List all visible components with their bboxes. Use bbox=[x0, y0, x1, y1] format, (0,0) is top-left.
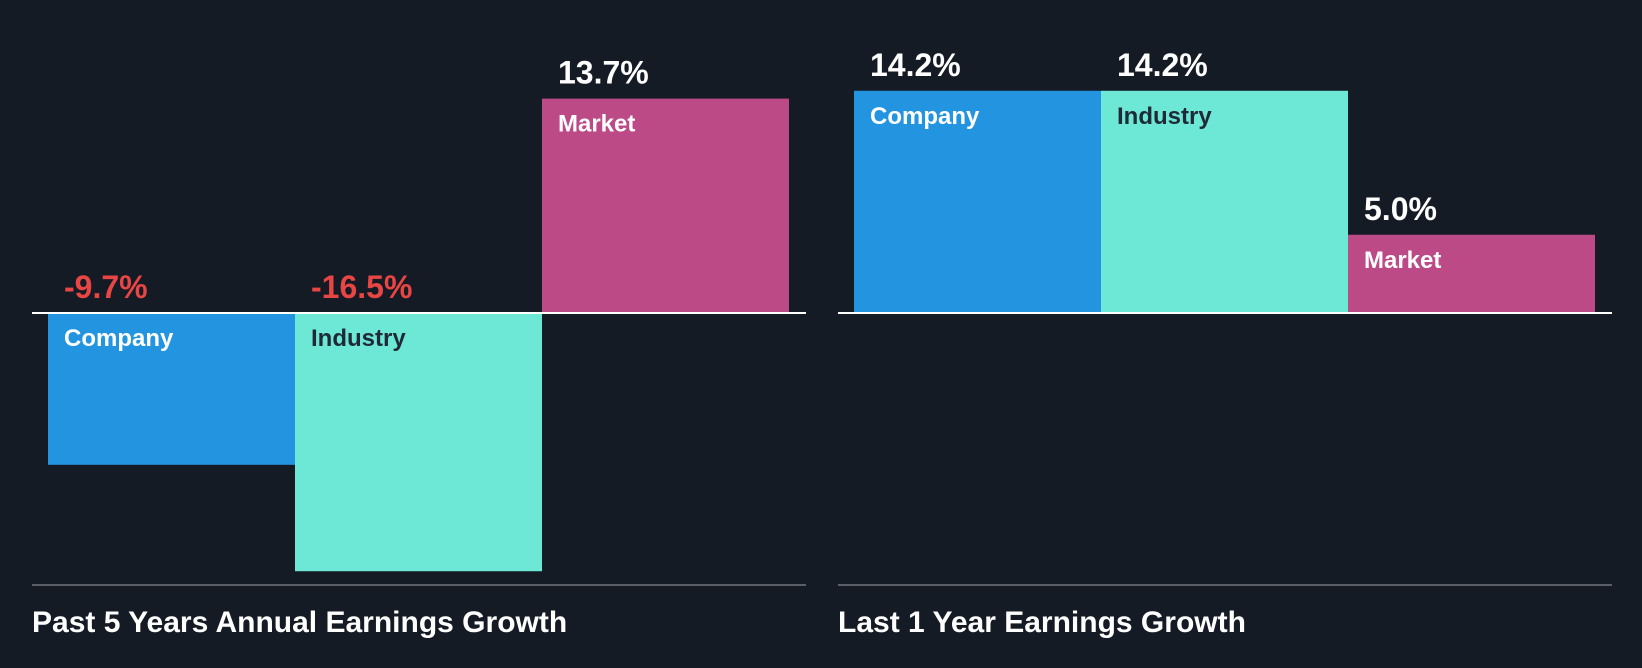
bar-chart-last-1-year: Company 14.2% Industry 14.2% Market 5.0% bbox=[838, 47, 1612, 586]
past-5-years-bar-industry bbox=[295, 313, 542, 572]
last-1-year-bar-market bbox=[1348, 234, 1595, 313]
last-1-year-category-label-industry: Industry bbox=[1117, 103, 1212, 130]
past-5-years-category-label-industry: Industry bbox=[311, 325, 406, 352]
past-5-years-bar-market bbox=[542, 98, 789, 313]
chart-panel-last-1-year: Company 14.2% Industry 14.2% Market 5.0% Last… bbox=[838, 0, 1612, 668]
bar-chart-past-5-years: Company -9.7% Industry -16.5% Market 13.7% bbox=[32, 55, 806, 586]
last-1-year-value-label-industry: 14.2% bbox=[1117, 47, 1208, 83]
last-1-year-value-label-company: 14.2% bbox=[870, 47, 961, 83]
past-5-years-value-label-industry: -16.5% bbox=[311, 269, 412, 305]
chart-title-past-5-years: Past 5 Years Annual Earnings Growth bbox=[32, 606, 568, 639]
last-1-year-bar-industry bbox=[1101, 90, 1348, 314]
past-5-years-value-label-company: -9.7% bbox=[64, 269, 148, 305]
past-5-years-bar-company bbox=[48, 313, 295, 465]
past-5-years-value-label-market: 13.7% bbox=[558, 55, 649, 91]
past-5-years-category-label-market: Market bbox=[558, 111, 635, 138]
last-1-year-category-label-company: Company bbox=[870, 103, 980, 130]
past-5-years-category-label-company: Company bbox=[64, 325, 174, 352]
chart-title-last-1-year: Last 1 Year Earnings Growth bbox=[838, 606, 1246, 639]
last-1-year-category-label-market: Market bbox=[1364, 247, 1441, 274]
last-1-year-bar-company bbox=[854, 90, 1101, 314]
chart-panel-past-5-years: Company -9.7% Industry -16.5% Market 13.7% Pa… bbox=[32, 0, 806, 668]
last-1-year-value-label-market: 5.0% bbox=[1364, 191, 1437, 227]
